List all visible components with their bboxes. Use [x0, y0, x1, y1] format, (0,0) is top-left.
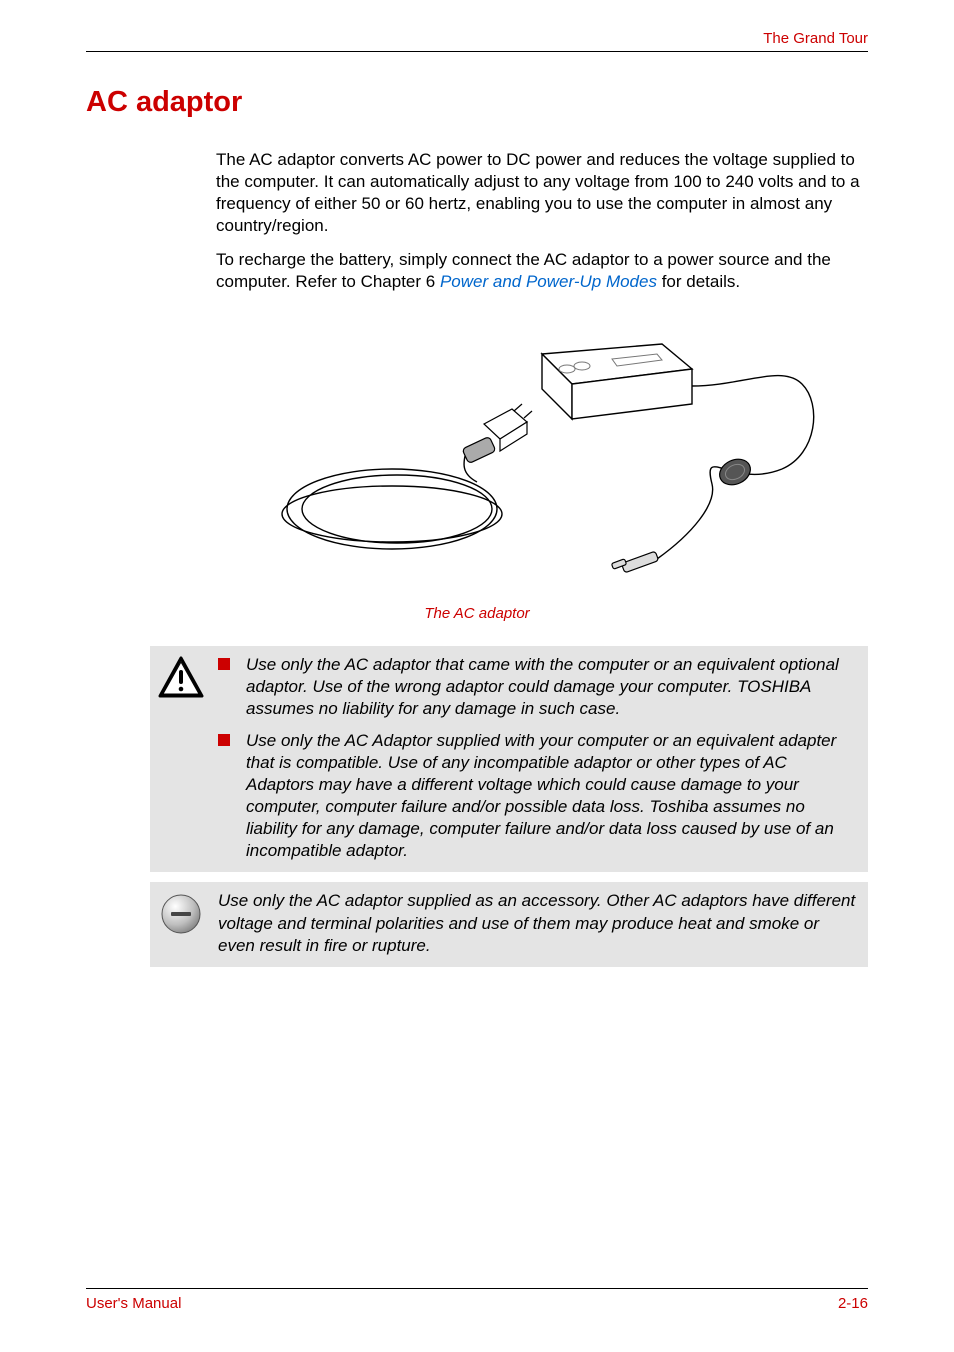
- warning-callout: Use only the AC adaptor that came with t…: [150, 646, 868, 873]
- note-icon: [154, 890, 208, 936]
- page: The Grand Tour AC adaptor The AC adaptor…: [0, 0, 954, 1352]
- power-modes-link[interactable]: Power and Power-Up Modes: [440, 272, 657, 291]
- warning-list: Use only the AC adaptor that came with t…: [218, 654, 858, 863]
- paragraph-2-b: for details.: [657, 272, 740, 291]
- figure-caption: The AC adaptor: [86, 605, 868, 622]
- bullet-icon: [218, 734, 230, 746]
- paragraph-2: To recharge the battery, simply connect …: [216, 249, 868, 293]
- footer-left: User's Manual: [86, 1295, 181, 1312]
- note-callout: Use only the AC adaptor supplied as an a…: [150, 882, 868, 966]
- page-header: The Grand Tour: [86, 30, 868, 52]
- warning-item-1: Use only the AC adaptor that came with t…: [218, 654, 858, 720]
- warning-item-2-text: Use only the AC Adaptor supplied with yo…: [246, 731, 836, 860]
- note-text: Use only the AC adaptor supplied as an a…: [218, 891, 855, 954]
- warning-item-1-text: Use only the AC adaptor that came with t…: [246, 655, 839, 718]
- header-section-name: The Grand Tour: [763, 30, 868, 47]
- ac-adaptor-illustration: [262, 314, 822, 594]
- page-footer: User's Manual 2-16: [86, 1288, 868, 1312]
- ac-adaptor-figure: [216, 314, 868, 599]
- bullet-icon: [218, 658, 230, 670]
- footer-right: 2-16: [838, 1295, 868, 1312]
- section-title: AC adaptor: [86, 86, 868, 119]
- warning-body: Use only the AC adaptor that came with t…: [208, 654, 858, 863]
- warning-icon: [154, 654, 208, 698]
- note-body: Use only the AC adaptor supplied as an a…: [208, 890, 858, 956]
- warning-item-2: Use only the AC Adaptor supplied with yo…: [218, 730, 858, 863]
- paragraph-1: The AC adaptor converts AC power to DC p…: [216, 149, 868, 237]
